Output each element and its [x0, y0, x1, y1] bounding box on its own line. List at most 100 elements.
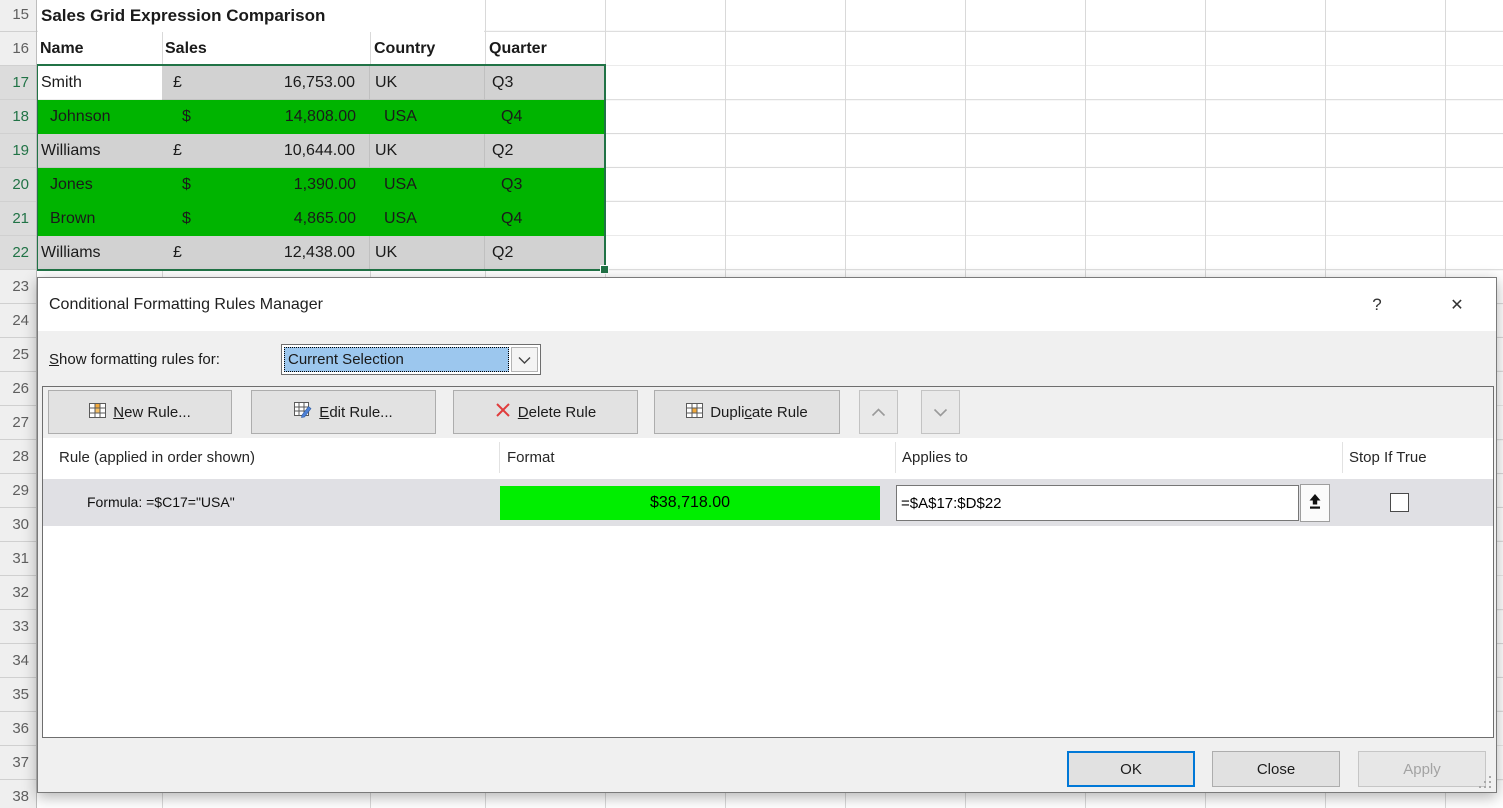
move-rule-up-button[interactable] [859, 390, 898, 434]
row-header[interactable]: 37 [0, 746, 36, 780]
row-header[interactable]: 28 [0, 440, 36, 474]
row-header[interactable]: 25 [0, 338, 36, 372]
row-header[interactable]: 16 [0, 32, 36, 66]
rule-formula-text: Formula: =$C17="USA" [87, 494, 235, 510]
combobox-value: Current Selection [284, 347, 509, 372]
format-preview: $38,718.00 [500, 486, 880, 520]
new-rule-icon [89, 402, 107, 422]
cell-sales[interactable]: $14,808.00 [162, 100, 370, 134]
collapse-dialog-button[interactable] [1300, 484, 1330, 522]
row-header[interactable]: 34 [0, 644, 36, 678]
row-header[interactable]: 20 [0, 168, 36, 202]
cell-sales[interactable]: $4,865.00 [162, 202, 370, 236]
cell-quarter[interactable]: Q3 [485, 66, 605, 100]
row-header[interactable]: 32 [0, 576, 36, 610]
duplicate-rule-icon [686, 402, 704, 422]
fill-handle[interactable] [600, 265, 609, 274]
amount: 12,438.00 [283, 244, 355, 261]
chevron-up-icon [871, 404, 886, 421]
sheet-title-cell[interactable]: Sales Grid Expression Comparison [38, 0, 484, 32]
cell-country[interactable]: USA [384, 108, 417, 125]
new-rule-button[interactable]: New Rule... [48, 390, 232, 434]
cell-name[interactable]: Brown [38, 202, 162, 236]
row-header[interactable]: 27 [0, 406, 36, 440]
cell-country[interactable]: UK [370, 236, 485, 270]
applies-to-input[interactable] [896, 485, 1299, 521]
help-icon[interactable]: ? [1358, 287, 1396, 323]
cell-sales[interactable]: $1,390.00 [162, 168, 370, 202]
duplicate-rule-label: Duplicate Rule [710, 403, 808, 421]
currency-symbol: $ [182, 210, 191, 227]
cell-quarter[interactable]: Q4 [501, 210, 523, 227]
cell-name[interactable]: Smith [38, 66, 162, 100]
data-rows: Smith £16,753.00 UK Q3 Johnson $14,808.0… [38, 66, 605, 270]
cell-quarter[interactable]: Q3 [501, 176, 523, 193]
close-button[interactable]: Close [1212, 751, 1340, 787]
cell-name[interactable]: Jones [38, 168, 162, 202]
show-rules-label: Show formatting rules for: [49, 351, 220, 368]
delete-rule-label: Delete Rule [517, 403, 597, 421]
currency-symbol: £ [173, 74, 182, 91]
row-header[interactable]: 23 [0, 270, 36, 304]
row-header[interactable]: 30 [0, 508, 36, 542]
row-header[interactable]: 36 [0, 712, 36, 746]
rules-list-header: Rule (applied in order shown) Format App… [43, 438, 1493, 477]
column-header-quarter[interactable]: Quarter [489, 40, 547, 57]
column-separator [1342, 442, 1343, 473]
column-header-name[interactable]: Name [40, 40, 84, 57]
move-rule-down-button[interactable] [921, 390, 960, 434]
cell-quarter[interactable]: Q2 [485, 134, 605, 168]
new-rule-label: New Rule... [113, 403, 191, 421]
row-header[interactable]: 38 [0, 780, 36, 808]
cell-country[interactable]: USA [384, 176, 417, 193]
rule-row[interactable]: Formula: =$C17="USA" $38,718.00 [43, 479, 1493, 526]
delete-rule-icon [495, 402, 511, 422]
stop-if-true-checkbox[interactable] [1390, 493, 1409, 512]
sheet-row-17: Smith £16,753.00 UK Q3 [38, 66, 605, 100]
column-header-sales[interactable]: Sales [165, 40, 207, 57]
column-separator [499, 442, 500, 473]
ok-button[interactable]: OK [1067, 751, 1195, 787]
resize-grip[interactable] [1478, 775, 1491, 788]
cell-sales[interactable]: £16,753.00 [162, 66, 370, 100]
duplicate-rule-button[interactable]: Duplicate Rule [654, 390, 840, 434]
row-header[interactable]: 33 [0, 610, 36, 644]
row-header[interactable]: 31 [0, 542, 36, 576]
row-header[interactable]: 18 [0, 100, 36, 134]
row-header[interactable]: 26 [0, 372, 36, 406]
cell-sales[interactable]: £12,438.00 [162, 236, 370, 270]
dialog-titlebar: Conditional Formatting Rules Manager ? ✕ [38, 278, 1496, 331]
combobox-dropdown-button[interactable] [511, 347, 538, 372]
apply-button[interactable]: Apply [1358, 751, 1486, 787]
cell-name[interactable]: Williams [38, 236, 162, 270]
row-header[interactable]: 17 [0, 66, 36, 100]
cell-quarter[interactable]: Q2 [485, 236, 605, 270]
cell-name[interactable]: Johnson [38, 100, 162, 134]
column-separator [895, 442, 896, 473]
cell-quarter[interactable]: Q4 [501, 108, 523, 125]
chevron-down-icon [933, 404, 948, 421]
row-header[interactable]: 24 [0, 304, 36, 338]
amount: 16,753.00 [283, 74, 355, 91]
cell-name[interactable]: Williams [38, 134, 162, 168]
edit-rule-button[interactable]: Edit Rule... [251, 390, 436, 434]
row-header[interactable]: 21 [0, 202, 36, 236]
cell-country[interactable]: UK [370, 134, 485, 168]
show-rules-combobox[interactable]: Current Selection [281, 344, 541, 375]
cell-country[interactable]: UK [370, 66, 485, 100]
column-header-country[interactable]: Country [374, 40, 436, 57]
close-icon[interactable]: ✕ [1438, 287, 1476, 323]
row-header-rail: 15 16 17 18 19 20 21 22 23 24 25 26 27 2… [0, 0, 37, 808]
dialog-title: Conditional Formatting Rules Manager [49, 296, 323, 313]
row-header[interactable]: 15 [0, 0, 36, 32]
row-header[interactable]: 29 [0, 474, 36, 508]
amount: 14,808.00 [284, 108, 356, 125]
row-header[interactable]: 22 [0, 236, 36, 270]
row-header[interactable]: 19 [0, 134, 36, 168]
cell-sales[interactable]: £10,644.00 [162, 134, 370, 168]
column-header-rule: Rule (applied in order shown) [59, 449, 255, 466]
row-header[interactable]: 35 [0, 678, 36, 712]
cell-country[interactable]: USA [384, 210, 417, 227]
delete-rule-button[interactable]: Delete Rule [453, 390, 638, 434]
